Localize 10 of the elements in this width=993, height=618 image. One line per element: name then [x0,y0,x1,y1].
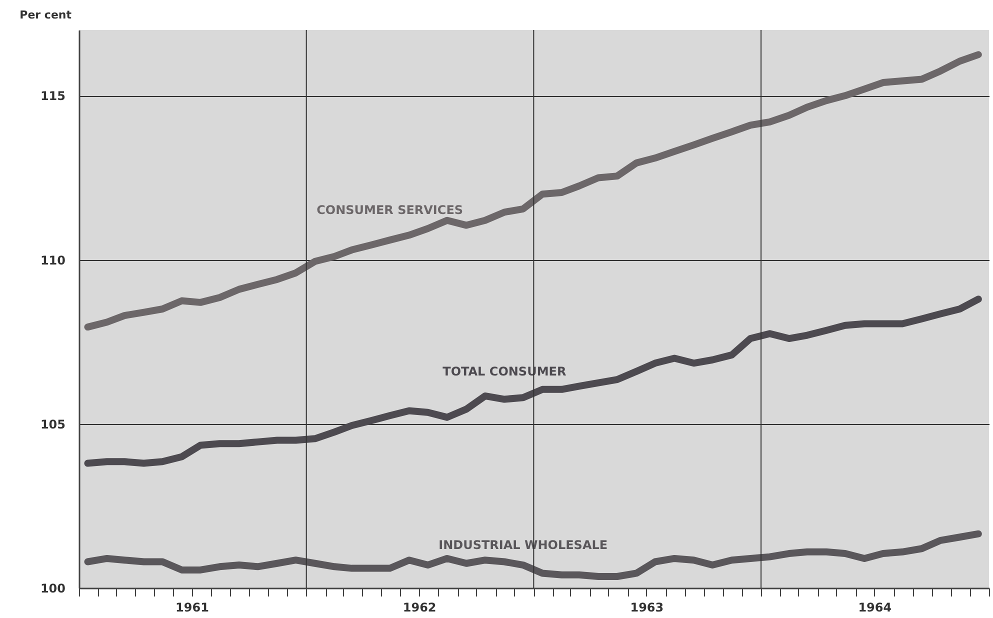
series-label: CONSUMER SERVICES [316,203,464,218]
x-tick-label: 1964 [858,600,892,614]
x-tick-label: 1962 [402,600,436,614]
y-tick-label: 110 [40,253,66,268]
y-tick-label: 115 [40,89,66,104]
y-tick-label: 105 [40,417,66,432]
x-tick-label: 1961 [176,600,209,614]
y-axis-title: Per cent [20,8,72,22]
x-tick-label: 1963 [630,600,664,614]
y-tick-label: 100 [40,582,66,596]
